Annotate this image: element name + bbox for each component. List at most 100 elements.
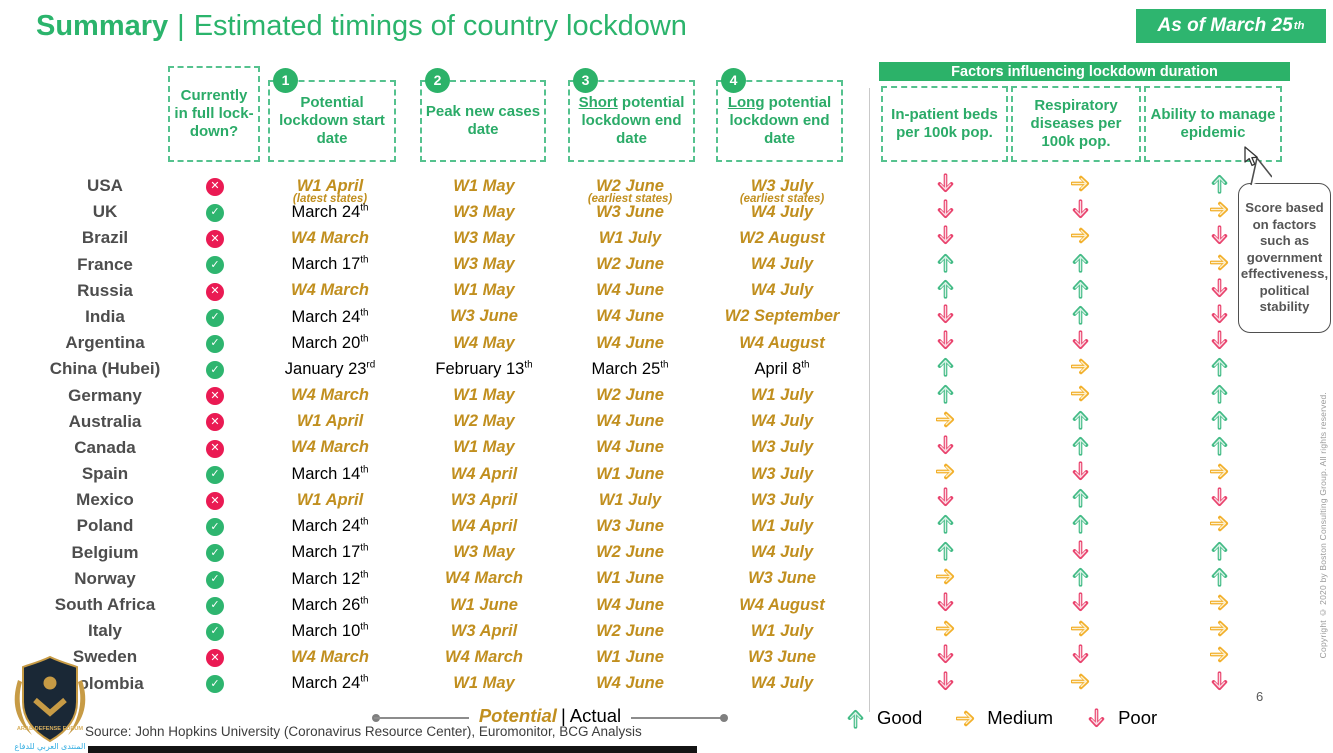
peak-date-cell: W3 May [453,543,515,562]
medium-arrow-icon [956,707,975,730]
cross-icon: ✕ [206,177,224,196]
factor-respiratory-cell [1004,277,1156,305]
lockdown-status-cell: ✓ [180,517,250,537]
country-label: Canada [74,437,136,457]
title-secondary: Estimated timings of country lockdown [193,10,687,42]
country-label: France [77,254,133,274]
factor-respiratory-cell [1004,303,1156,331]
factor-ability-cell [1156,591,1282,619]
poor-arrow-icon [1210,670,1229,693]
start-date-cell: W4 March [291,228,369,247]
start-date-cell: W1 April (latest states) [250,177,410,205]
good-arrow-icon [846,707,865,730]
check-icon: ✓ [206,203,224,222]
column-header-long-end-date: 4 Long potential lockdown end date [716,68,843,162]
factor-beds-cell [886,591,1004,619]
factor-beds-cell [886,172,1004,200]
factor-beds-cell [886,486,1004,514]
medium-arrow-icon [1070,172,1090,195]
country-label: Colombia [66,673,144,693]
lockdown-status-cell: ✕ [180,281,250,301]
date-note: (earliest states) [587,192,673,205]
factor-beds-cell [886,565,1004,593]
short-end-date-cell: W4 June [596,595,664,614]
check-icon: ✓ [206,544,224,563]
poor-arrow-icon [1087,707,1106,730]
factor-ability-cell [1156,355,1282,383]
start-date-cell: March 26th [291,595,369,614]
watermark-logo: ARAB DEFENSE FORUM المنتدى العربي للدفاع [14,655,86,751]
country-label: Germany [68,385,142,405]
good-arrow-icon [1210,172,1229,195]
factor-respiratory-cell [1004,198,1156,226]
long-end-date-cell: W3 July (earliest states) [702,177,862,205]
table-row: South Africa ✓ March 26th W1 June W4 June W4 … [30,591,1282,617]
lockdown-status-cell: ✓ [180,360,250,380]
good-arrow-icon [1210,355,1229,378]
peak-date-cell: W1 June [450,595,518,614]
long-end-date-cell: W4 August [739,333,825,352]
poor-arrow-icon [936,329,955,352]
long-end-date-cell: W4 July [750,412,814,431]
factor-beds-cell [886,617,1004,645]
short-end-date-cell: W1 June [596,464,664,483]
lockdown-status-cell: ✓ [180,255,250,275]
factor-beds-cell [886,512,1004,540]
start-date-cell: March 17th [291,254,369,274]
factor-legend: Good Medium Poor [846,703,1191,733]
long-end-date-cell: W4 July [750,674,814,693]
cross-icon: ✕ [206,492,224,510]
poor-arrow-icon [936,591,955,614]
good-arrow-icon [1071,565,1090,588]
country-label: UK [92,202,118,222]
peak-date-cell: W4 March [445,569,523,588]
factor-respiratory-cell [1004,329,1156,357]
factor-respiratory-cell [1004,251,1156,279]
factor-respiratory-cell [1004,643,1156,671]
date-note: (earliest states) [739,192,825,205]
long-end-date-cell: W1 July [750,621,814,640]
poor-arrow-icon [936,486,955,509]
legend-poor-label: Poor [1118,707,1158,728]
factor-beds-cell [886,198,1004,226]
long-end-date-cell: W4 July [750,281,814,300]
lockdown-status-cell: ✓ [180,202,250,222]
good-arrow-icon [1071,303,1090,326]
good-arrow-icon [936,382,955,405]
table-row: India ✓ March 24th W3 June W4 June W2 Septemb… [30,303,1282,329]
short-end-date-cell: W1 July [598,490,662,509]
lockdown-status-cell: ✕ [180,412,250,432]
medium-arrow-icon [1070,224,1090,247]
poor-arrow-icon [1210,303,1229,326]
factor-respiratory-cell [1004,565,1156,593]
page-title: Summary | Estimated timings of country loc… [36,10,687,43]
country-table: USA ✕ W1 April (latest states) W1 May W2 June… [30,172,1282,696]
medium-arrow-icon [1070,355,1090,378]
peak-date-cell: W3 April [450,621,518,640]
factors-section-header: Factors influencing lockdown duration [879,62,1290,81]
poor-arrow-icon [1071,198,1090,221]
factor-respiratory-cell [1004,382,1156,410]
start-date-cell: W4 March [291,438,369,457]
peak-date-cell: W4 April [450,516,518,535]
good-arrow-icon [1210,408,1229,431]
logo-wing-right [68,680,86,735]
timeline-legend: Potential | Actual [372,705,728,731]
long-end-date-cell: W3 July [750,464,814,483]
factor-respiratory-cell [1004,591,1156,619]
logo-emblem [43,676,57,690]
factor-ability-cell [1156,198,1282,226]
column-header-label: Potential lockdown start date [279,93,385,148]
start-date-cell: January 23rd [284,359,376,379]
cross-icon: ✕ [206,387,224,406]
poor-arrow-icon [1071,460,1090,483]
long-end-date-cell: W2 August [739,228,825,247]
country-label: China (Hubei) [49,359,161,379]
start-date-cell: March 10th [291,621,369,640]
table-row: Germany ✕ W4 March W1 May W2 June W1 July [30,382,1282,408]
good-arrow-icon [1210,539,1229,562]
lockdown-status-cell: ✓ [180,674,250,694]
country-label: Italy [87,621,123,641]
factor-respiratory-cell [1004,172,1156,200]
